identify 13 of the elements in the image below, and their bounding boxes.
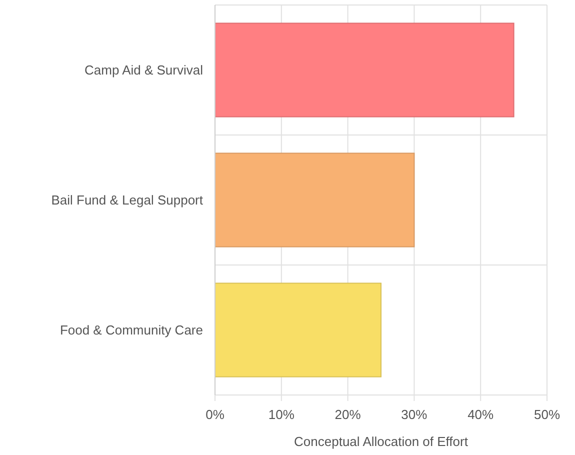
x-tick-label: 20% <box>334 407 362 422</box>
y-tick-label: Food & Community Care <box>60 322 203 338</box>
bar <box>214 282 382 378</box>
x-axis-title: Conceptual Allocation of Effort <box>294 434 468 449</box>
y-tick-label: Camp Aid & Survival <box>84 62 204 78</box>
y-tick-label: Bail Fund & Legal Support <box>51 192 204 208</box>
bar <box>214 152 415 248</box>
x-tick-label: 0% <box>206 407 225 422</box>
x-tick-label: 40% <box>468 407 494 422</box>
x-tick-label: 30% <box>401 407 428 422</box>
x-tick-label: 10% <box>268 407 295 422</box>
bar <box>214 22 514 118</box>
x-tick-label: 50% <box>534 407 560 422</box>
